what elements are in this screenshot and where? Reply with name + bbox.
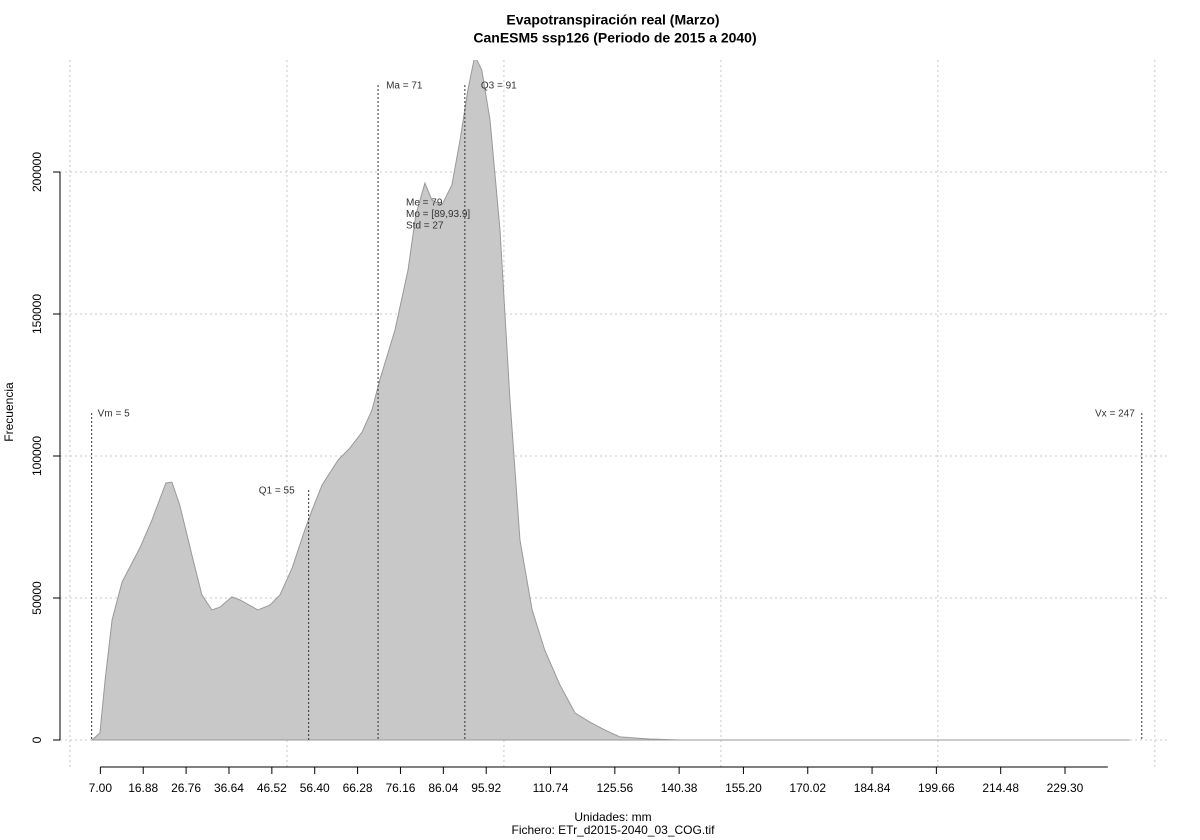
x-tick-label: 66.28 — [343, 781, 373, 795]
stats-label: Me = 79 — [406, 198, 443, 209]
y-tick-label: 100000 — [30, 436, 44, 476]
chart-subtitle: CanESM5 ssp126 (Periodo de 2015 a 2040) — [473, 30, 756, 46]
area — [90, 60, 1130, 741]
x-tick-label: 76.16 — [385, 781, 415, 795]
stats-label: Mo = [89,93.9] — [406, 209, 470, 220]
x-tick-label: 199.66 — [918, 781, 955, 795]
x-tick-label: 46.52 — [257, 781, 287, 795]
y-axis-label: Frecuencia — [2, 382, 16, 442]
x-tick-label: 95.92 — [471, 781, 501, 795]
x-tick-label: 7.00 — [89, 781, 113, 795]
y-tick-label: 150000 — [30, 294, 44, 334]
x-tick-label: 155.20 — [725, 781, 762, 795]
marker-label: Vm = 5 — [98, 409, 130, 420]
x-tick-label: 184.84 — [854, 781, 891, 795]
x-tick-label: 110.74 — [533, 781, 569, 795]
y-tick-label: 0 — [30, 736, 44, 743]
marker-label: Q3 = 91 — [481, 81, 517, 92]
x-tick-label: 16.88 — [128, 781, 158, 795]
y-tick-label: 50000 — [30, 581, 44, 615]
chart-title: Evapotranspiración real (Marzo) — [506, 12, 719, 28]
x-tick-label: 26.76 — [171, 781, 201, 795]
x-tick-label: 170.02 — [789, 781, 826, 795]
marker-label: Vx = 247 — [1095, 409, 1135, 420]
x-tick-label: 229.30 — [1047, 781, 1084, 795]
x-tick-label: 140.38 — [661, 781, 698, 795]
x-tick-label: 86.04 — [428, 781, 458, 795]
x-tick-label: 36.64 — [214, 781, 244, 795]
x-axis-label: Unidades: mm — [574, 810, 651, 824]
x-tick-label: 214.48 — [982, 781, 1019, 795]
x-tick-label: 56.40 — [300, 781, 330, 795]
marker-label: Q1 = 55 — [259, 486, 295, 497]
y-tick-label: 200000 — [30, 152, 44, 192]
caption: Fichero: ETr_d2015-2040_03_COG.tif — [512, 823, 716, 837]
stats-label: Std = 27 — [406, 221, 444, 232]
x-tick-label: 125.56 — [596, 781, 633, 795]
marker-label: Ma = 71 — [386, 81, 423, 92]
